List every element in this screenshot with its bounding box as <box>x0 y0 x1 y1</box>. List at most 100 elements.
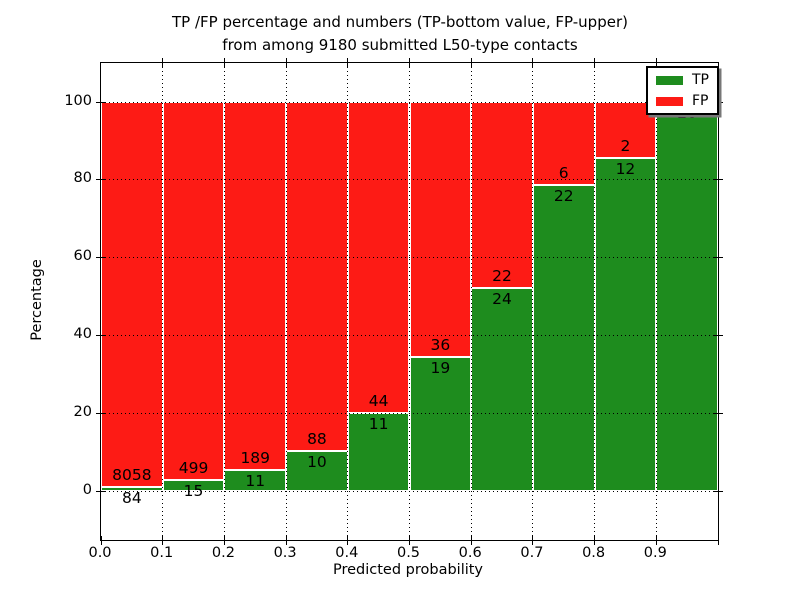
x-tick-mark <box>655 536 657 545</box>
tp-count-label: 10 <box>307 453 327 472</box>
y-tick-label: 40 <box>73 325 92 342</box>
tp-count-label: 11 <box>245 471 266 490</box>
fp-bar-segment <box>409 102 472 357</box>
y-tick-mark <box>714 490 723 492</box>
horizontal-gridline <box>101 257 718 259</box>
x-tick-mark <box>532 58 534 67</box>
fp-count-label: 36 <box>430 335 451 354</box>
tp-bar-segment <box>532 185 595 491</box>
tp-count-label: 19 <box>430 358 451 377</box>
legend: TP FP <box>646 66 719 115</box>
x-tick-label: 0.7 <box>520 545 544 561</box>
x-tick-label: 0.5 <box>396 545 421 561</box>
tp-legend-label: TP <box>692 72 709 88</box>
legend-item-fp: FP <box>656 94 709 108</box>
vertical-gridline <box>162 63 164 540</box>
y-tick-mark <box>96 257 105 259</box>
horizontal-gridline <box>101 490 718 492</box>
x-tick-mark <box>347 58 349 67</box>
legend-item-tp: TP <box>656 73 709 87</box>
x-tick-label: 0.6 <box>458 545 482 561</box>
y-tick-mark <box>714 257 723 259</box>
y-tick-mark <box>96 101 105 103</box>
y-tick-mark <box>96 412 105 414</box>
x-tick-label: 0.1 <box>150 545 174 561</box>
vertical-gridline <box>594 63 596 540</box>
fp-bar-segment <box>224 102 287 470</box>
y-tick-label: 80 <box>73 170 92 187</box>
horizontal-gridline <box>101 412 718 414</box>
fp-legend-label: FP <box>692 93 709 109</box>
fp-bar-segment <box>286 102 348 452</box>
x-tick-mark <box>347 536 349 545</box>
fp-count-label: 499 <box>178 458 209 477</box>
x-tick-label: 0.8 <box>582 545 606 561</box>
y-tick-mark <box>714 179 723 181</box>
fp-count-label: 22 <box>492 267 512 286</box>
tp-count-label: 84 <box>121 488 142 507</box>
vertical-gridline <box>409 63 410 540</box>
fp-count-label: 8058 <box>112 465 152 484</box>
x-axis-label: Predicted probability <box>332 562 484 578</box>
fp-bar-segment <box>101 102 163 487</box>
fp-count-label: 2 <box>620 136 631 155</box>
fp-bar-segment <box>162 102 225 480</box>
x-tick-mark <box>162 536 164 545</box>
x-tick-mark <box>409 58 410 67</box>
y-tick-label: 100 <box>64 92 92 109</box>
x-tick-mark <box>409 536 410 545</box>
x-tick-mark <box>655 58 657 67</box>
vertical-gridline <box>470 63 472 540</box>
y-tick-mark <box>714 412 723 414</box>
y-tick-mark <box>96 179 105 181</box>
x-tick-mark <box>532 536 534 545</box>
tp-bar-segment <box>471 288 533 491</box>
vertical-gridline <box>223 63 225 540</box>
x-tick-label: 0.4 <box>335 545 359 561</box>
y-tick-mark <box>714 334 723 336</box>
x-tick-mark <box>285 536 287 545</box>
fp-count-label: 6 <box>558 164 569 183</box>
x-tick-mark <box>285 58 287 67</box>
tp-bar-segment <box>286 451 348 491</box>
tp-bar-segment <box>656 102 718 491</box>
x-tick-mark <box>223 58 225 67</box>
tp-count-label: 11 <box>368 415 389 434</box>
x-tick-label: 0.3 <box>273 545 297 561</box>
fp-count-label: 44 <box>368 392 389 411</box>
chart-title-line2: from among 9180 submitted L50-type conta… <box>222 36 578 54</box>
horizontal-gridline <box>101 179 718 181</box>
chart-title-line1: TP /FP percentage and numbers (TP-bottom… <box>172 13 628 31</box>
tp-count-label: 15 <box>183 481 204 500</box>
tp-count-label: 22 <box>553 187 574 206</box>
x-tick-mark <box>162 58 164 67</box>
tp-bar-segment <box>409 356 472 491</box>
vertical-gridline <box>655 63 657 540</box>
tp-legend-swatch <box>656 75 683 85</box>
tp-bar-segment <box>594 157 657 491</box>
vertical-gridline <box>347 63 349 540</box>
x-tick-mark <box>594 58 596 67</box>
fp-bar-segment <box>471 102 533 289</box>
y-tick-mark <box>96 490 105 492</box>
x-tick-label: 0.2 <box>211 545 235 561</box>
horizontal-gridline <box>101 101 718 103</box>
tp-count-label: 24 <box>492 290 512 309</box>
y-tick-mark <box>96 334 105 336</box>
x-tick-mark <box>100 536 102 545</box>
x-tick-mark <box>594 536 596 545</box>
x-tick-mark <box>470 536 472 545</box>
y-tick-label: 60 <box>73 248 92 265</box>
tp-count-label: 12 <box>615 159 636 178</box>
plot-area: 8058844991518911881044113619222462221228 <box>96 58 723 545</box>
x-tick-mark <box>223 536 225 545</box>
x-tick-label: 0.0 <box>88 545 112 561</box>
x-tick-mark <box>470 58 472 67</box>
fp-legend-swatch <box>656 96 683 106</box>
x-tick-label: 0.9 <box>643 545 667 561</box>
fp-count-label: 88 <box>307 430 327 449</box>
y-tick-label: 0 <box>82 481 92 498</box>
horizontal-gridline <box>101 334 718 336</box>
fp-count-label: 189 <box>240 448 271 467</box>
